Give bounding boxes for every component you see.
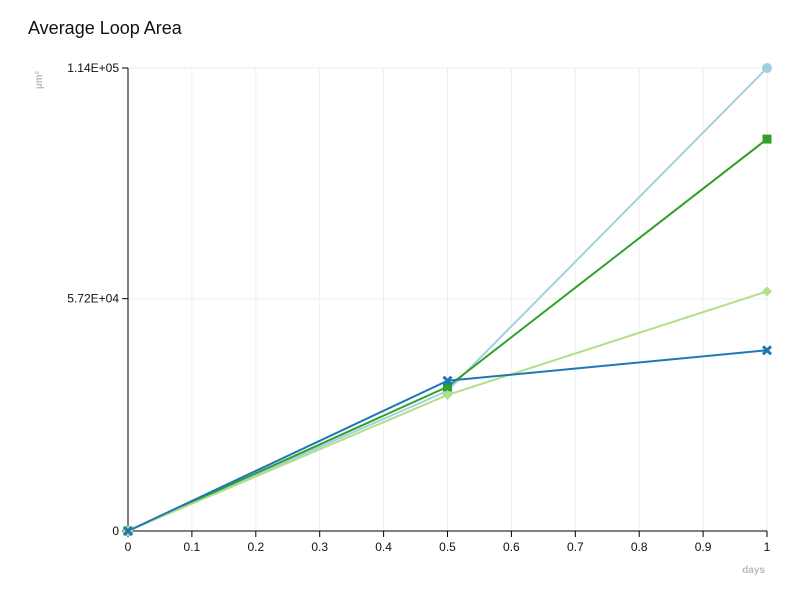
data-point (762, 63, 772, 73)
x-tick-label: 0.9 (695, 540, 712, 554)
x-tick-label: 0.8 (631, 540, 648, 554)
data-point (762, 286, 772, 297)
grid-lines (128, 67, 768, 531)
x-tick-label: 0.7 (567, 540, 584, 554)
x-tick-label: 0 (125, 540, 132, 554)
y-tick-label: 0 (112, 524, 119, 538)
x-tick-label: 0.6 (503, 540, 520, 554)
data-point (122, 525, 134, 537)
axis-labels: days µm² (34, 70, 765, 576)
x-tick-label: 1 (764, 540, 771, 554)
data-point (443, 382, 452, 392)
data-point (761, 345, 773, 356)
x-axis-label: days (742, 565, 765, 576)
y-tick-label: 1.14E+05 (67, 61, 119, 75)
axes: 0 0.1 0.2 0.3 0.4 0.5 0.6 0.7 0.8 0.9 1 0 5.72E+04 1.… (67, 61, 770, 554)
x-tick-label: 0.4 (375, 540, 392, 554)
data-point (762, 134, 772, 144)
x-tick-label: 0.2 (247, 540, 264, 554)
chart-title: Average Loop Area (28, 18, 182, 38)
series-markers (122, 63, 773, 537)
data-point (442, 389, 453, 400)
x-tick-label: 0.5 (439, 540, 456, 554)
data-point (442, 375, 453, 386)
y-tick-label: 5.72E+04 (67, 292, 119, 306)
y-axis-label: µm² (34, 70, 45, 89)
x-tick-label: 0.1 (184, 540, 201, 554)
x-tick-label: 0.3 (311, 540, 328, 554)
